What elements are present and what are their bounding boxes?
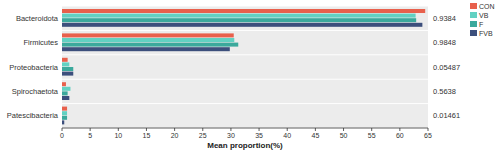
bar — [62, 96, 69, 100]
row-background — [62, 31, 428, 54]
row-background — [62, 80, 428, 103]
x-tick — [118, 128, 119, 131]
legend-swatch — [470, 21, 477, 27]
x-tick — [202, 128, 203, 131]
x-tick-label: 10 — [114, 132, 122, 139]
category-label: Spirochaetota — [12, 87, 59, 96]
bar — [62, 120, 64, 124]
row-background — [62, 55, 428, 78]
x-tick-label: 15 — [143, 132, 151, 139]
x-tick — [287, 128, 288, 131]
row-background — [62, 104, 428, 127]
x-tick-label: 5 — [88, 132, 92, 139]
row-background — [62, 7, 428, 30]
x-tick — [399, 128, 400, 131]
x-tick-label: 35 — [255, 132, 263, 139]
x-tick-label: 40 — [283, 132, 291, 139]
x-tick — [343, 128, 344, 131]
legend-swatch — [470, 12, 477, 18]
bar — [62, 62, 69, 66]
legend-label: VB — [479, 12, 489, 19]
x-axis-label: Mean proportion(%) — [207, 141, 283, 150]
legend-swatch — [470, 3, 477, 9]
x-tick — [259, 128, 260, 131]
x-tick-label: 45 — [311, 132, 319, 139]
bar — [62, 91, 68, 95]
legend-label: CON — [479, 3, 495, 10]
p-value: 0.01461 — [433, 111, 460, 120]
x-tick — [146, 128, 147, 131]
legend: CON VB F FVB — [470, 3, 495, 37]
x-tick-label: 55 — [368, 132, 376, 139]
x-tick-label: 50 — [340, 132, 348, 139]
chart: Bacteroidota Firmicutes Proteobacteria Spir… — [0, 0, 500, 151]
bar — [62, 72, 73, 76]
bar — [62, 33, 234, 37]
x-tick-label: 0 — [60, 132, 64, 139]
bar — [62, 47, 230, 51]
x-tick-label: 60 — [396, 132, 404, 139]
category-label: Firmicutes — [23, 38, 58, 47]
bar — [62, 82, 66, 86]
x-tick — [428, 128, 429, 131]
legend-swatch — [470, 30, 477, 36]
bar — [62, 111, 67, 115]
x-tick-label: 25 — [199, 132, 207, 139]
p-value: 0.5638 — [433, 87, 456, 96]
p-value: 0.9848 — [433, 38, 456, 47]
bar — [62, 43, 238, 47]
x-tick — [371, 128, 372, 131]
p-value: 0.05487 — [433, 63, 460, 72]
bar — [62, 87, 70, 91]
bar — [62, 23, 422, 27]
bar — [62, 14, 416, 18]
x-tick — [90, 128, 91, 131]
bar — [62, 58, 68, 62]
p-value: 0.9384 — [433, 14, 456, 23]
x-tick — [174, 128, 175, 131]
bar — [62, 116, 67, 120]
x-tick — [315, 128, 316, 131]
x-tick — [230, 128, 231, 131]
category-label: Bacteroidota — [16, 14, 59, 23]
x-tick — [62, 128, 63, 131]
bar — [62, 38, 234, 42]
category-label: Patescibacteria — [7, 111, 59, 120]
bar — [62, 9, 425, 13]
bar — [62, 18, 416, 22]
legend-label: F — [479, 21, 483, 28]
category-label: Proteobacteria — [9, 63, 59, 72]
x-tick-label: 65 — [424, 132, 432, 139]
x-tick-label: 30 — [227, 132, 235, 139]
legend-label: FVB — [479, 30, 493, 37]
x-axis — [62, 128, 428, 129]
bar — [62, 107, 67, 111]
bar — [62, 67, 73, 71]
bars — [62, 9, 425, 124]
x-tick-label: 20 — [171, 132, 179, 139]
